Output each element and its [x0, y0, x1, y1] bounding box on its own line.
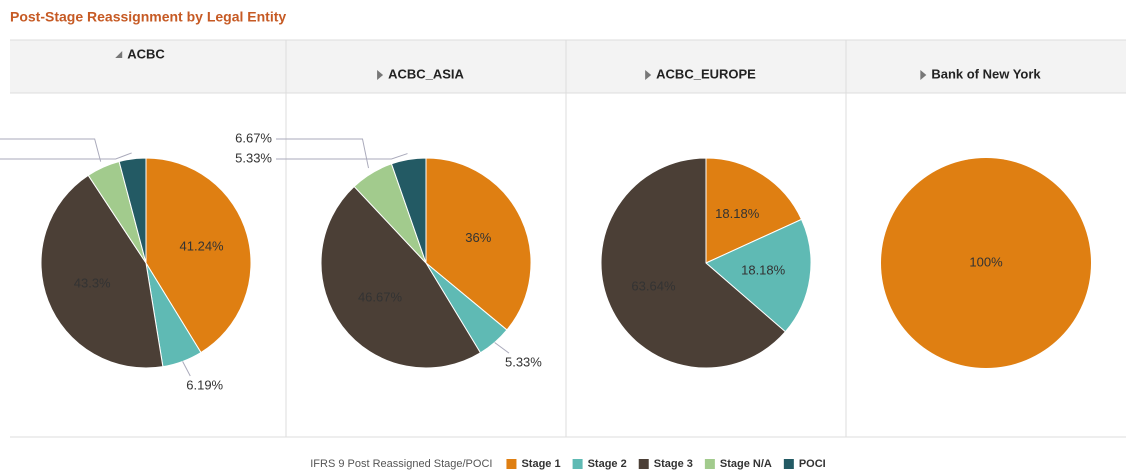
leader-line [276, 153, 408, 160]
expand-icon [377, 70, 384, 80]
collapse-icon [115, 51, 123, 58]
legend: IFRS 9 Post Reassigned Stage/POCI Stage 1… [310, 458, 826, 470]
legend-label: Stage N/A [720, 458, 772, 470]
leader-line [182, 361, 191, 377]
legend-label: Stage 2 [588, 458, 627, 470]
expand-icon [920, 70, 927, 80]
data-label: 100% [969, 254, 1003, 269]
legend-swatch [572, 459, 583, 469]
legend-label: Stage 1 [521, 458, 560, 470]
pie-slice [881, 158, 1091, 368]
legend-swatch [506, 459, 517, 469]
legend-swatch [638, 459, 649, 469]
leader-line [494, 342, 510, 354]
page-title: Post-Stage Reassignment by Legal Entity [10, 9, 286, 25]
legend-title: IFRS 9 Post Reassigned Stage/POCI [310, 458, 492, 470]
legend-swatch [704, 459, 715, 469]
pie-slice [145, 157, 252, 354]
legend-label: POCI [799, 458, 826, 470]
data-label: 46.67% [358, 289, 403, 304]
column-header: ACBC_EUROPE [656, 66, 756, 81]
data-label: 36% [465, 230, 491, 245]
header-row [10, 40, 1126, 93]
pie-slice [425, 157, 532, 331]
pie-slice [118, 157, 147, 264]
leader-line [0, 138, 102, 162]
data-label: 18.18% [715, 206, 760, 221]
pie-slice [705, 218, 812, 333]
column-header: ACBC_ASIA [388, 66, 464, 81]
data-label: 5.33% [505, 355, 542, 370]
pie-slice [390, 157, 427, 264]
legend-label: Stage 3 [654, 458, 693, 470]
data-label: 63.64% [631, 278, 676, 293]
column-header: Bank of New York [931, 66, 1041, 81]
data-label: 6.19% [186, 377, 223, 392]
leader-line [0, 152, 132, 160]
data-label: 43.3% [74, 275, 111, 290]
legend-swatch [783, 459, 794, 469]
data-label: 6.67% [235, 130, 272, 145]
pie-slice [705, 157, 803, 264]
pie-slice [320, 185, 482, 369]
data-label: 41.24% [180, 239, 225, 254]
pie-slice [600, 157, 787, 369]
leader-line [276, 138, 369, 169]
data-label: 5.33% [235, 150, 272, 165]
expand-icon [645, 70, 652, 80]
data-label: 18.18% [741, 263, 786, 278]
column-header: ACBC [127, 46, 165, 61]
pie-slice [40, 174, 164, 369]
